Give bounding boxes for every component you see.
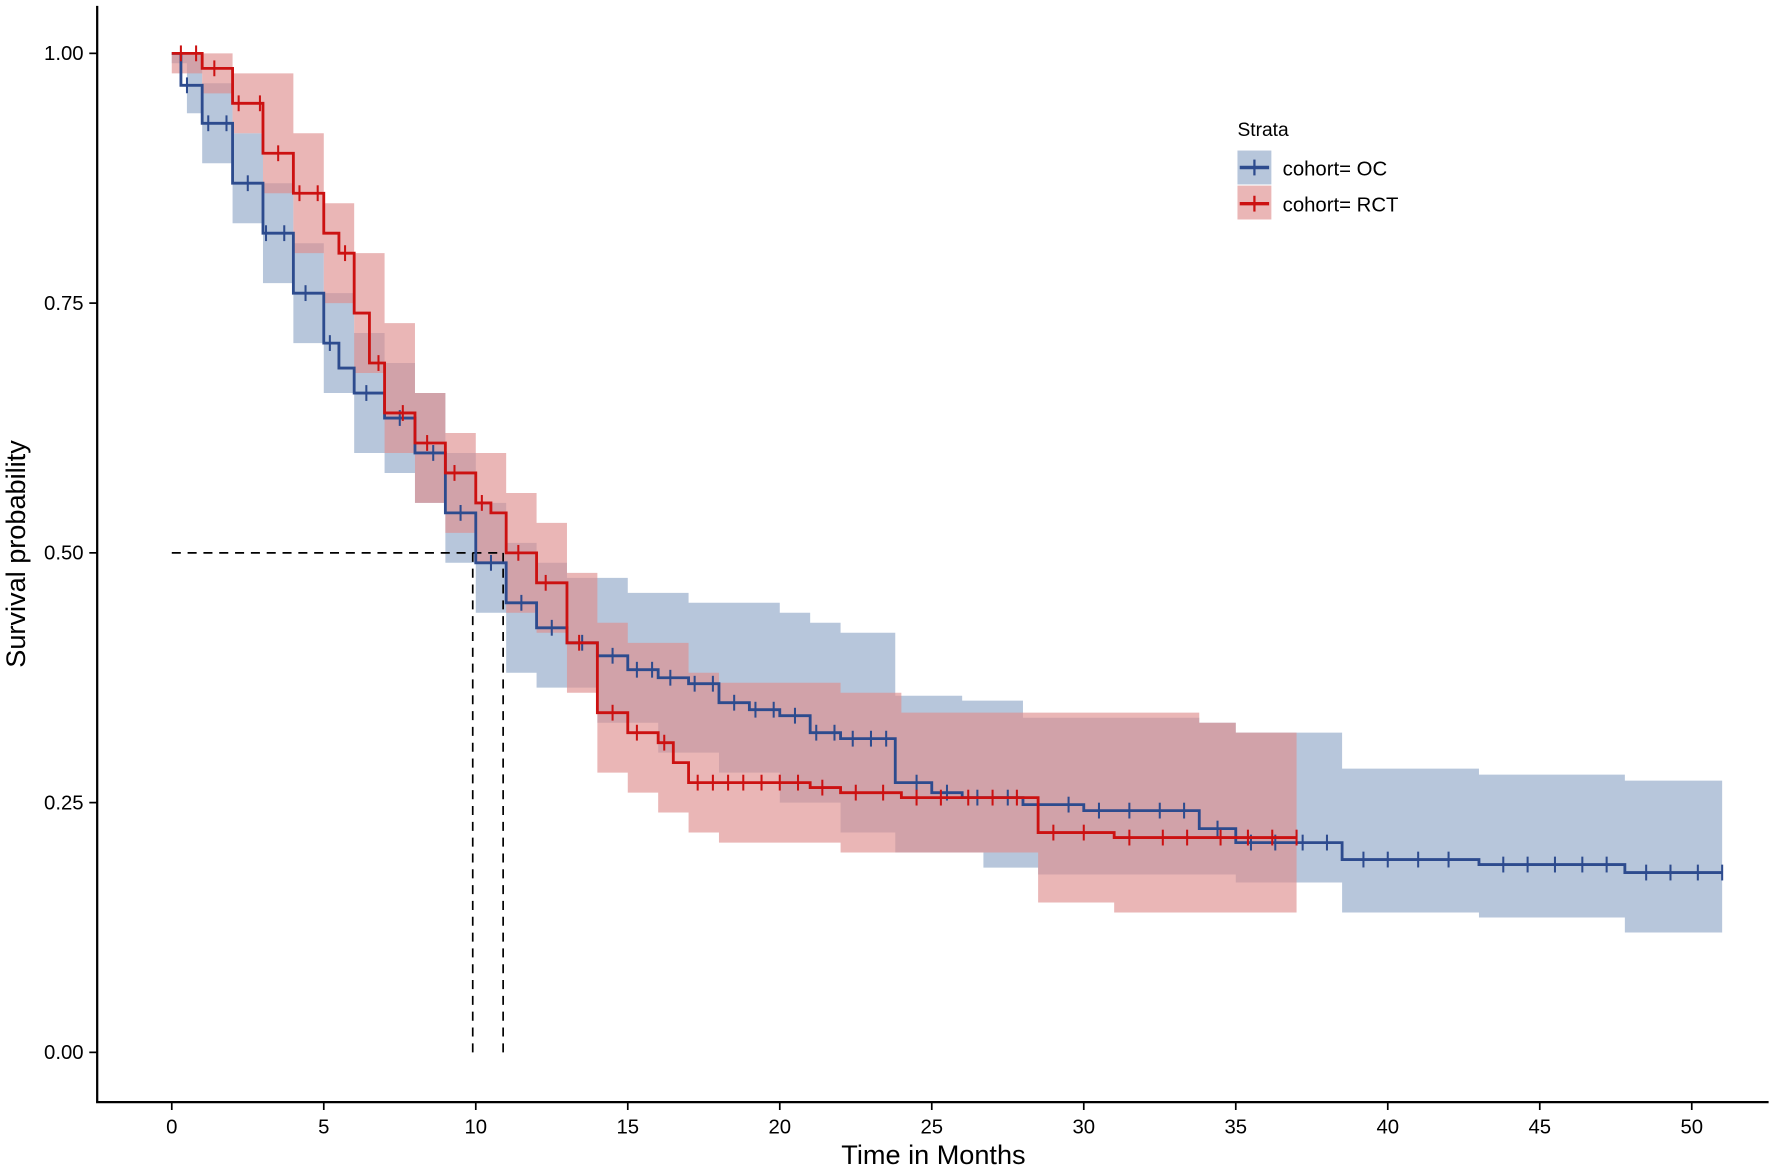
axis-ticks: 0 5 10 15 20 25 30 35 40 45 50 0.00 0.25 0.50 0.75 1.00 [44,43,1703,1139]
x-tick-label: 10 [464,1117,487,1139]
x-tick-label: 30 [1072,1117,1095,1139]
y-axis-label: Survival probability [0,440,31,668]
legend-title: Strata [1237,120,1289,141]
y-tick-label: 0.00 [44,1042,84,1064]
x-tick-label: 35 [1224,1117,1247,1139]
y-tick-label: 1.00 [44,43,84,65]
confidence-bands [171,53,1723,933]
x-tick-label: 45 [1528,1117,1551,1139]
x-tick-label: 15 [616,1117,639,1139]
ci-band-rct [171,53,1297,913]
y-tick-label: 0.50 [44,543,84,565]
x-tick-label: 20 [768,1117,791,1139]
survival-curve-oc [171,51,1723,874]
legend-label-rct: cohort= RCT [1283,195,1399,217]
x-axis-label: Time in Months [841,1139,1025,1169]
legend-label-oc: cohort= OC [1283,158,1388,180]
x-tick-label: 25 [920,1117,943,1139]
y-tick-label: 0.75 [44,293,84,315]
y-tick-label: 0.25 [44,792,84,814]
x-tick-label: 5 [318,1117,329,1139]
x-tick-label: 0 [166,1117,177,1139]
survival-curves [171,45,1724,881]
median-lines [171,552,504,1053]
x-tick-label: 50 [1680,1117,1703,1139]
legend: Strata cohort= OC cohort= RCT [1237,120,1398,220]
x-tick-label: 40 [1376,1117,1399,1139]
